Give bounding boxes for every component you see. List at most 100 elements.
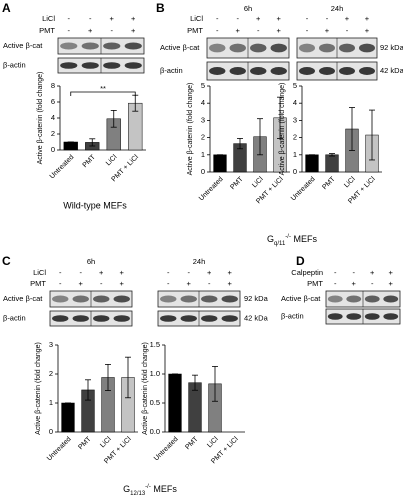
- x-tick-label: LiCl: [206, 435, 220, 449]
- x-tick-label: Untreated: [46, 436, 73, 463]
- treatment-sign: +: [345, 14, 350, 23]
- x-tick-label: LiCl: [99, 435, 113, 449]
- blot-band: [339, 43, 355, 53]
- treatment-sign: +: [370, 268, 375, 277]
- cell-line-part: -/-: [145, 484, 151, 490]
- blot-band: [327, 313, 343, 320]
- treatment-sign: +: [277, 26, 282, 35]
- blot-band: [52, 295, 69, 303]
- panel-letter: B: [156, 1, 165, 15]
- blot-band: [229, 67, 246, 75]
- y-tick-label: 0.5: [150, 398, 160, 407]
- y-tick-label: 3: [293, 115, 297, 124]
- treatment-sign: +: [228, 279, 233, 288]
- cell-line-part: 12/13: [130, 491, 146, 497]
- x-tick-label: PMT: [229, 175, 245, 191]
- treatment-label: PMT: [39, 26, 55, 35]
- treatment-sign: -: [59, 268, 62, 277]
- blot-band: [103, 62, 121, 69]
- y-tick-label: 3: [201, 115, 205, 124]
- treatment-sign: -: [80, 268, 83, 277]
- y-tick-label: 6: [51, 97, 55, 106]
- treatment-label: PMT: [307, 279, 323, 288]
- blot-band: [113, 295, 130, 303]
- blot-band: [299, 67, 315, 75]
- x-tick-label: Untreated: [153, 436, 180, 463]
- y-tick-label: 0: [201, 167, 205, 176]
- treatment-sign: -: [334, 279, 337, 288]
- x-tick-label: PMT: [77, 435, 93, 451]
- blot-band: [209, 43, 226, 53]
- x-tick-label: PMT: [321, 175, 337, 191]
- cell-line-part: G: [123, 484, 130, 494]
- blot-band: [359, 43, 375, 53]
- cell-line-part: -/-: [285, 234, 291, 240]
- treatment-sign: -: [237, 14, 240, 23]
- blot-band: [72, 295, 89, 303]
- x-tick-label: PMT: [184, 435, 200, 451]
- treatment-sign: +: [325, 26, 330, 35]
- y-tick-label: 1: [49, 398, 53, 407]
- blot-band: [299, 43, 315, 53]
- treatment-sign: -: [257, 26, 260, 35]
- blot-band: [221, 315, 238, 322]
- bar: [61, 402, 75, 433]
- blot-band: [364, 313, 380, 320]
- treatment-sign: +: [389, 268, 394, 277]
- treatment-sign: +: [352, 279, 357, 288]
- treatment-sign: +: [277, 14, 282, 23]
- treatment-sign: -: [167, 279, 170, 288]
- treatment-sign: +: [110, 14, 115, 23]
- treatment-sign: -: [167, 268, 170, 277]
- treatment-sign: -: [334, 268, 337, 277]
- blot-band: [60, 62, 78, 69]
- bar: [168, 373, 182, 433]
- blot-band: [93, 295, 110, 303]
- treatment-sign: -: [188, 268, 191, 277]
- treatment-sign: +: [88, 26, 93, 35]
- size-label: 42 kDa: [380, 66, 403, 75]
- blot-band: [383, 295, 399, 303]
- blot-band: [201, 295, 218, 303]
- blot-band: [383, 313, 399, 320]
- cell-line-label: Gq/11-/- MEFs: [267, 234, 317, 247]
- bar: [213, 154, 227, 173]
- x-tick-label: Untreated: [49, 154, 76, 181]
- treatment-sign: -: [306, 14, 309, 23]
- blot-band: [364, 295, 380, 303]
- band-label: β-actin: [3, 313, 26, 322]
- y-tick-label: 1: [201, 150, 205, 159]
- y-tick-label: 4: [51, 113, 55, 122]
- blot-band: [81, 62, 99, 69]
- y-tick-label: 0: [293, 167, 297, 176]
- treatment-label: PMT: [187, 26, 203, 35]
- x-tick-label: LiCl: [251, 175, 265, 189]
- band-label: Active β-cat: [281, 294, 321, 303]
- size-label: 92 kDa: [380, 43, 403, 52]
- x-tick-label: LiCl: [343, 175, 357, 189]
- treatment-sign: +: [131, 14, 136, 23]
- band-label: β-actin: [281, 311, 304, 320]
- time-label: 24h: [193, 257, 206, 266]
- y-tick-label: 4: [201, 98, 205, 107]
- blot-band: [72, 315, 89, 322]
- y-tick-label: 3: [49, 340, 53, 349]
- bar: [325, 154, 339, 173]
- panel-letter: A: [2, 1, 11, 15]
- size-label: 92 kDa: [244, 294, 269, 303]
- treatment-sign: +: [99, 268, 104, 277]
- band-label: Active β-cat: [3, 294, 43, 303]
- bar: [305, 154, 319, 173]
- treatment-sign: -: [208, 279, 211, 288]
- treatment-sign: -: [68, 26, 71, 35]
- cell-line-part: MEFs: [151, 484, 177, 494]
- x-tick-label: Untreated: [198, 176, 225, 203]
- treatment-label: LiCl: [33, 268, 46, 277]
- treatment-label: LiCl: [42, 14, 55, 23]
- cell-line-part: q/11: [274, 241, 286, 247]
- blot-band: [270, 43, 287, 53]
- treatment-sign: +: [120, 268, 125, 277]
- y-axis-label: Active β-catenin (fold change): [142, 342, 149, 435]
- x-axis-label: Wild-type MEFs: [63, 200, 127, 210]
- blot-band: [270, 67, 287, 75]
